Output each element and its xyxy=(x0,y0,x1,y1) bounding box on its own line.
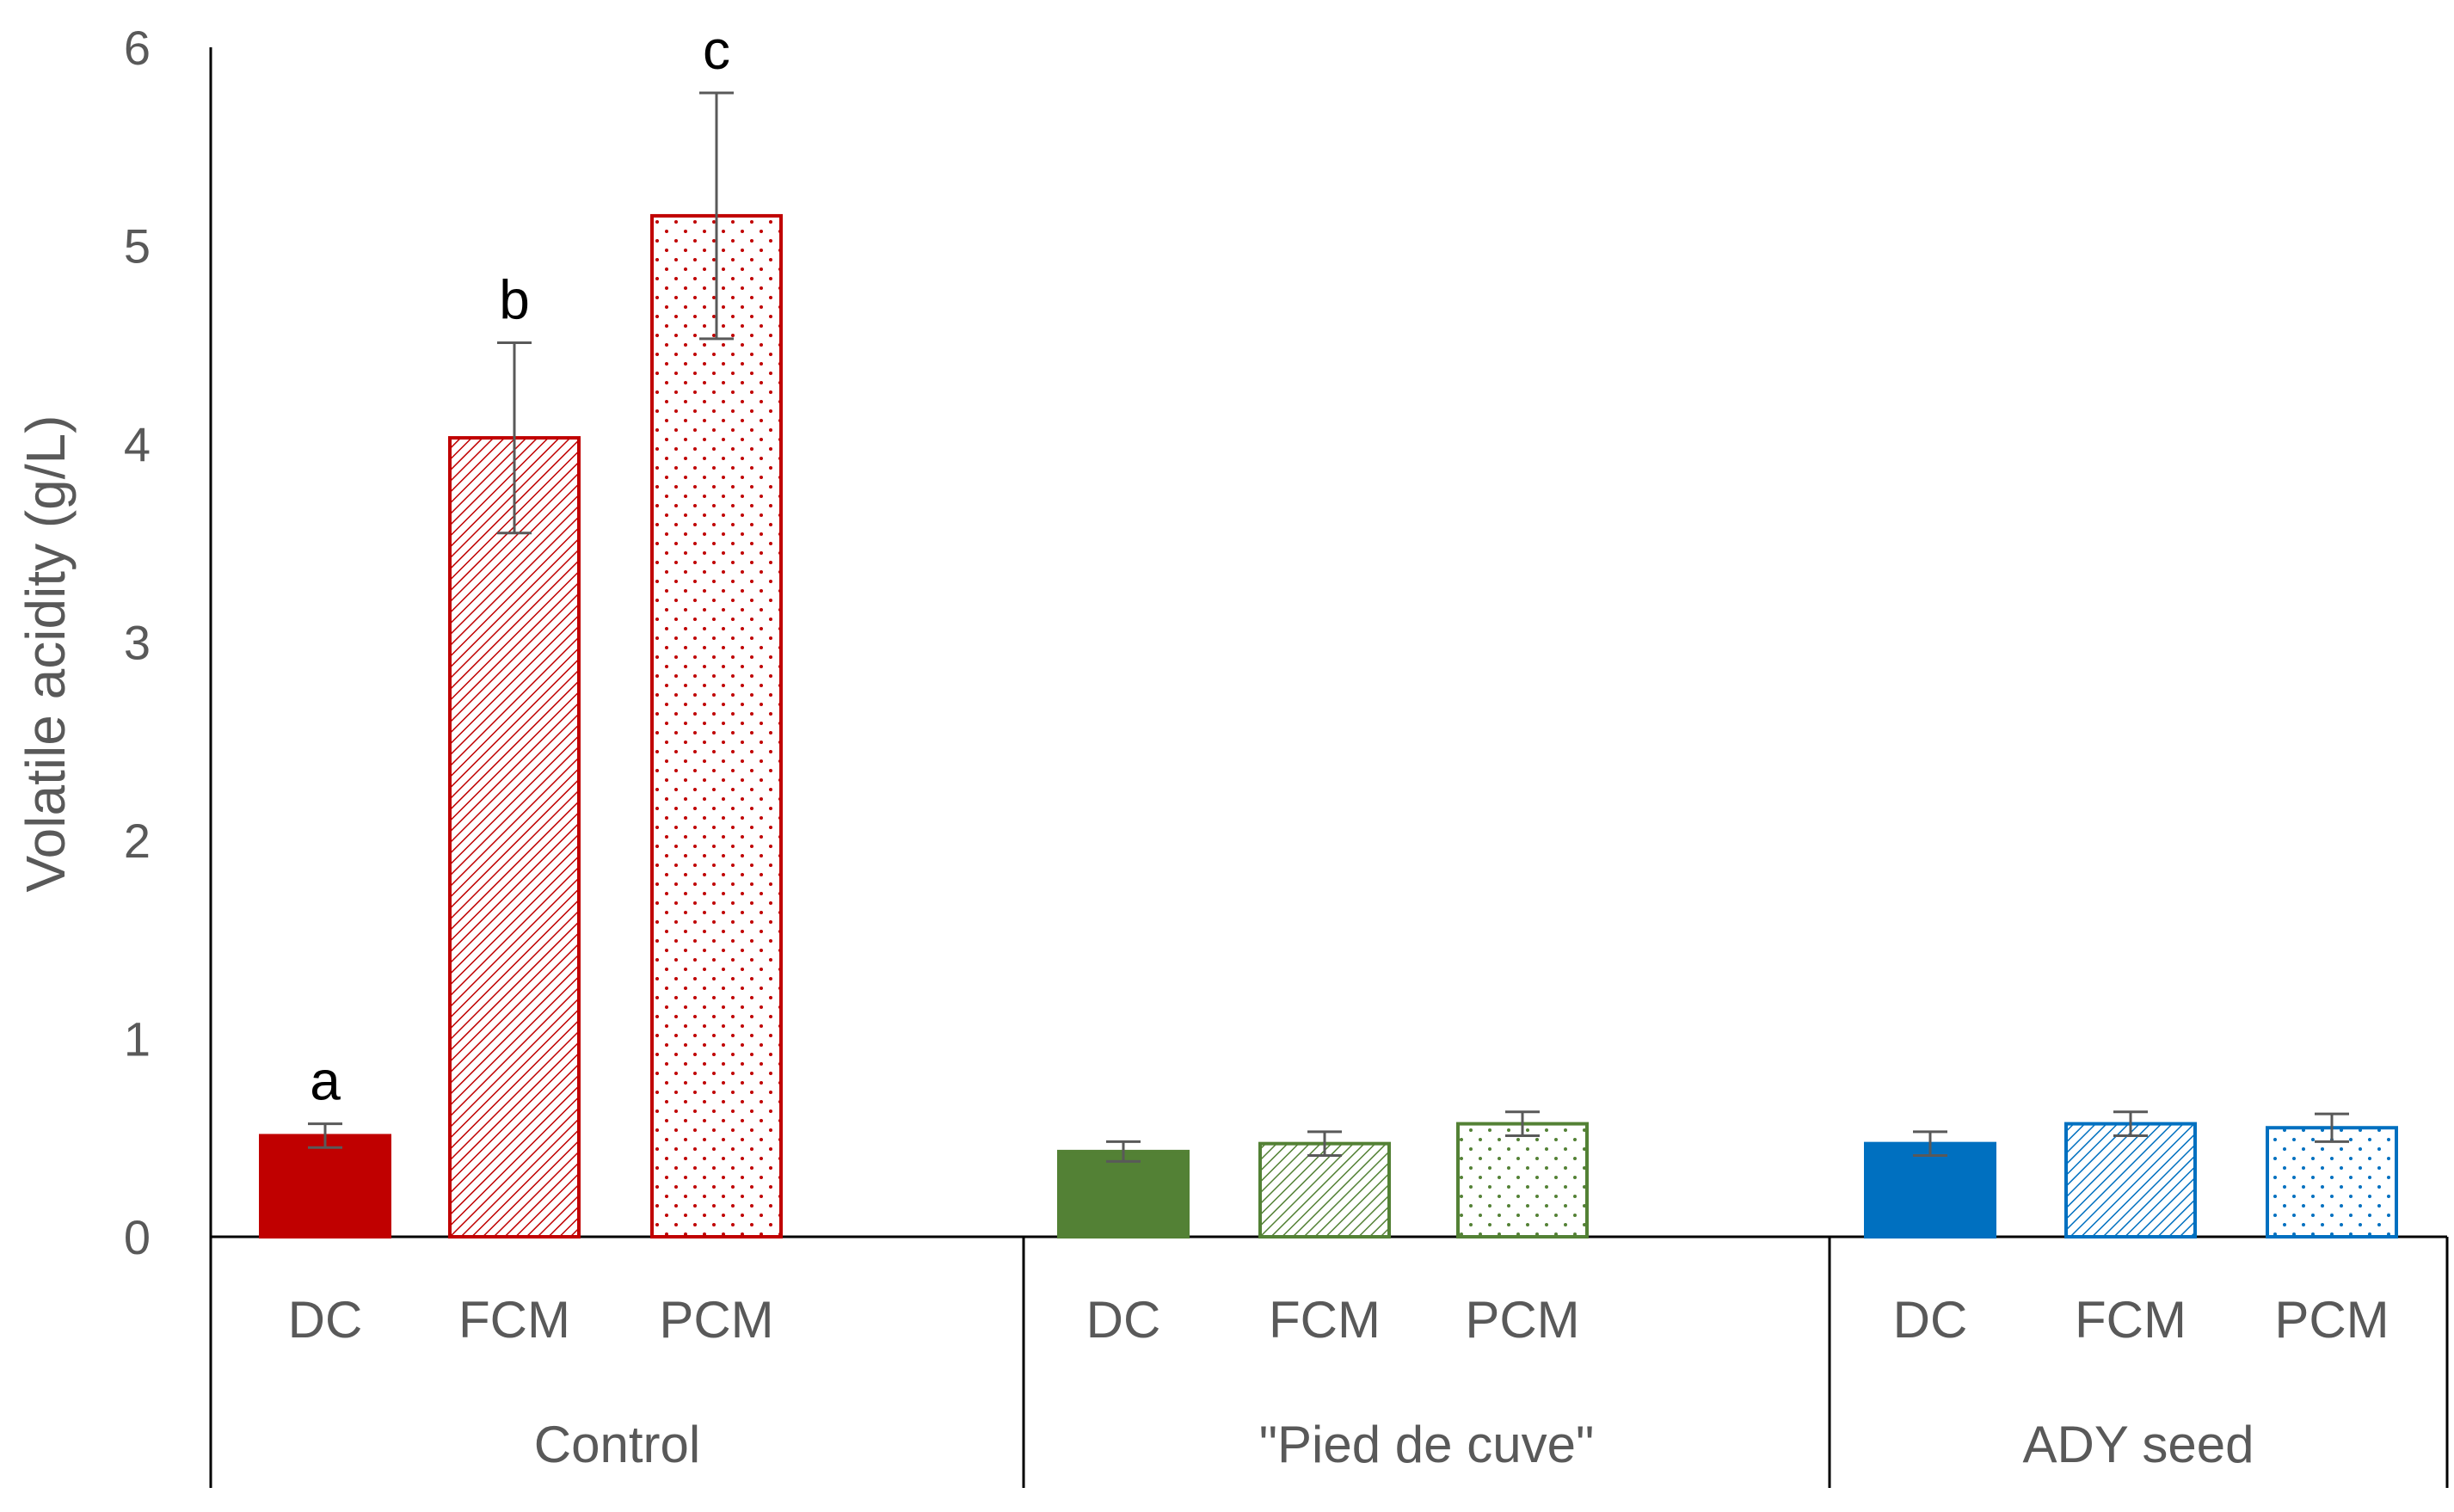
bar-control-dc xyxy=(259,1134,391,1238)
y-axis-title: Volatile acidity (g/L) xyxy=(15,415,77,893)
bar-control-fcm xyxy=(448,436,581,1238)
category-label: DC xyxy=(288,1291,363,1349)
bar-pied-de-cuve-fcm xyxy=(1258,1141,1391,1239)
bar-ady-seed-fcm xyxy=(2064,1122,2197,1238)
y-tick-label: 2 xyxy=(124,814,151,868)
y-tick-label: 5 xyxy=(124,219,151,274)
y-tick-label: 6 xyxy=(124,21,151,75)
bar-ady-seed-pcm xyxy=(2266,1126,2398,1238)
group-label-ady-seed: ADY seed xyxy=(2022,1416,2254,1473)
axes: 0 1 2 3 4 5 6 xyxy=(124,21,2449,1488)
category-label: FCM xyxy=(2075,1291,2186,1349)
group-label-pied-de-cuve: "Pied de cuve" xyxy=(1259,1416,1595,1473)
bar-ady-seed-dc xyxy=(1864,1141,1996,1239)
y-tick-label: 0 xyxy=(124,1210,151,1264)
bars xyxy=(259,91,2398,1239)
group-label-control: Control xyxy=(534,1416,700,1473)
category-label: FCM xyxy=(1269,1291,1381,1349)
labels: a DC b FCM c PCM Control DC FCM PCM "Pied de cuve"… xyxy=(288,19,2389,1473)
significance-label: a xyxy=(310,1050,341,1112)
y-tick-label: 1 xyxy=(124,1012,151,1066)
y-tick-label: 3 xyxy=(124,616,151,670)
bar-pied-de-cuve-pcm xyxy=(1456,1122,1589,1238)
significance-label: b xyxy=(499,268,530,330)
significance-label: c xyxy=(703,19,730,81)
category-label: DC xyxy=(1086,1291,1161,1349)
bar-control-pcm xyxy=(650,213,783,1238)
y-tick-label: 4 xyxy=(124,417,151,471)
bar-pied-de-cuve-dc xyxy=(1057,1149,1190,1239)
category-label: PCM xyxy=(659,1291,773,1349)
category-label: DC xyxy=(1893,1291,1968,1349)
category-label: PCM xyxy=(1465,1291,1579,1349)
category-label: PCM xyxy=(2274,1291,2389,1349)
category-label: FCM xyxy=(458,1291,570,1349)
